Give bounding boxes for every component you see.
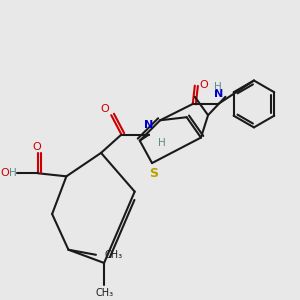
Text: CH₃: CH₃ [95,288,113,298]
Text: H: H [214,82,222,92]
Text: N: N [214,89,223,99]
Text: O: O [100,104,109,114]
Text: N: N [144,121,154,130]
Text: O: O [199,80,208,90]
Text: CH₃: CH₃ [104,250,122,260]
Text: S: S [149,167,158,180]
Text: O: O [1,168,9,178]
Text: H: H [9,168,16,178]
Text: O: O [32,142,41,152]
Text: H: H [158,138,166,148]
